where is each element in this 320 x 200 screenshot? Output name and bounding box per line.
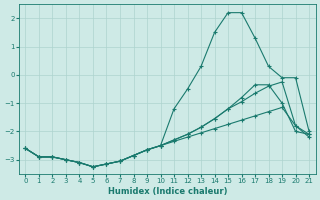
X-axis label: Humidex (Indice chaleur): Humidex (Indice chaleur) — [108, 187, 227, 196]
